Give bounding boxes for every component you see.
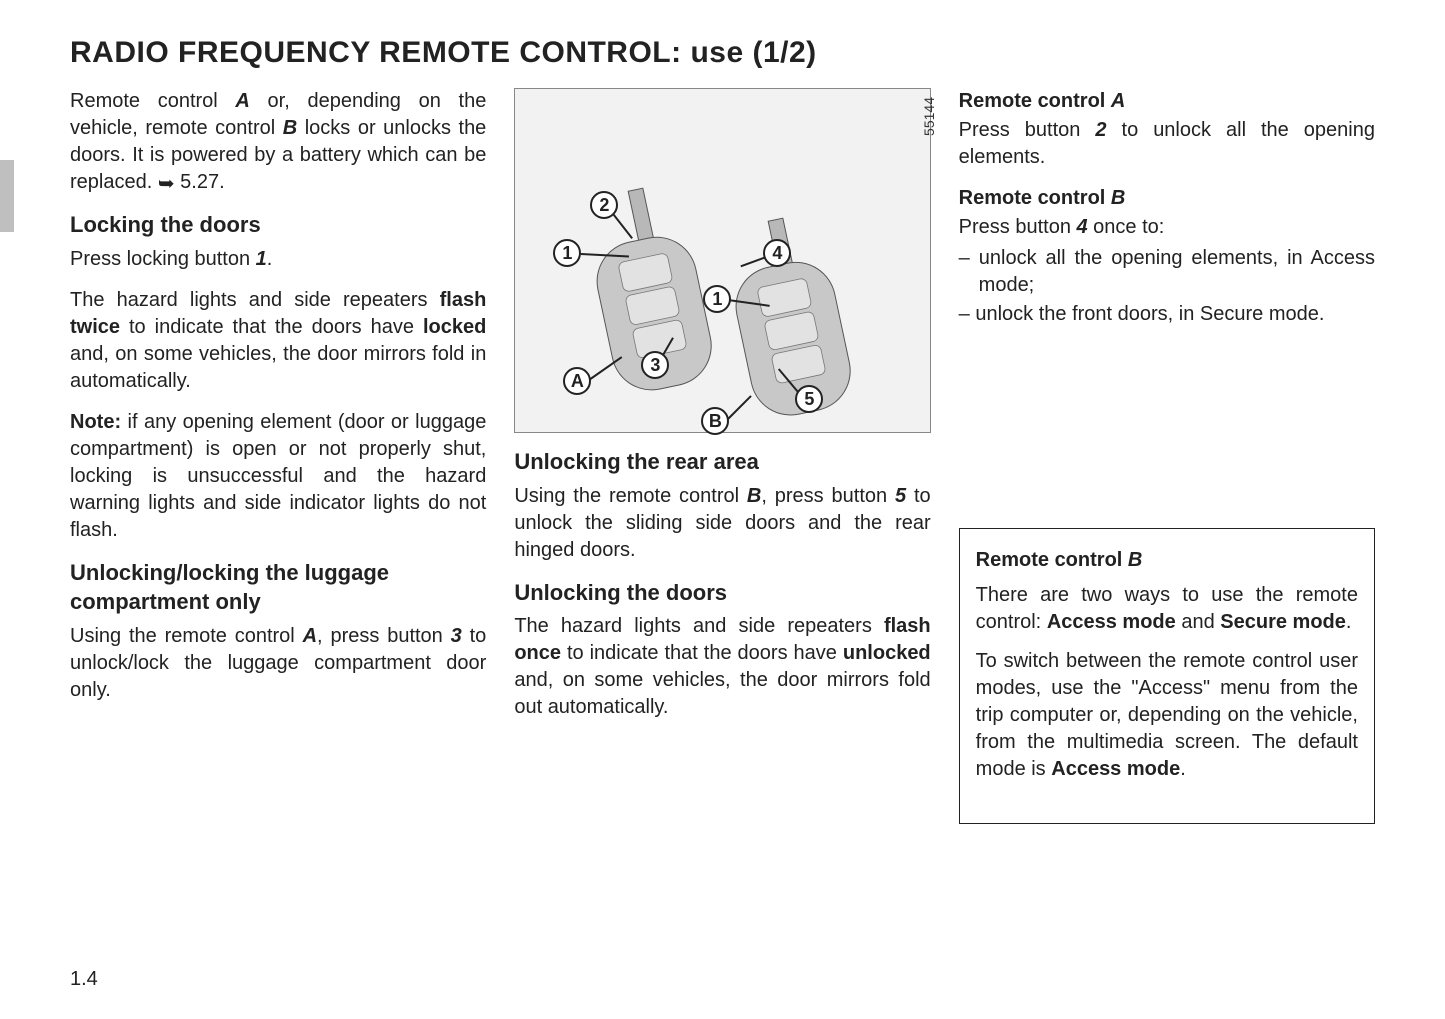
text: . (1180, 758, 1186, 780)
emphasis: Access mode (1051, 758, 1180, 780)
label-A: A (235, 90, 249, 112)
heading-locking: Locking the doors (70, 210, 486, 240)
list-item: unlock the front doors, in Secure mode. (959, 301, 1375, 328)
text: Press locking button (70, 248, 256, 270)
infobox-p2: To switch between the remote control use… (976, 648, 1358, 783)
section-tab (0, 160, 14, 232)
label-B: B (1111, 187, 1125, 209)
text: and, on some vehicles, the door mirrors … (514, 669, 930, 718)
text: The hazard lights and side repeaters (514, 615, 884, 637)
info-box: Remote control B There are two ways to u… (959, 528, 1375, 824)
remote-B-body: Press button 4 once to: (959, 214, 1375, 241)
locking-p2: The hazard lights and side repeaters fla… (70, 287, 486, 395)
remote-A-heading: Remote control A (959, 88, 1375, 115)
text: Remote control (70, 90, 235, 112)
page-number: 1.4 (70, 968, 98, 991)
button-ref-5: 5 (895, 485, 906, 507)
text: Press button (959, 119, 1096, 141)
label-A: A (1111, 90, 1125, 112)
list-item: unlock all the opening elements, in Acce… (959, 245, 1375, 299)
heading-rear: Unlocking the rear area (514, 447, 930, 477)
manual-page: RADIO FREQUENCY REMOTE CONTROL: use (1/2… (0, 0, 1445, 1019)
text: Using the remote control (514, 485, 747, 507)
luggage-p: Using the remote control A, press button… (70, 623, 486, 704)
infobox-heading: Remote control B (976, 547, 1358, 574)
column-right: Remote control A Press button 2 to unloc… (959, 88, 1375, 824)
infobox-p1: There are two ways to use the remote con… (976, 582, 1358, 636)
text: and (1176, 611, 1220, 633)
label-B: B (283, 117, 297, 139)
text: if any opening element (door or luggage … (70, 411, 486, 541)
text: The hazard lights and side repeaters (70, 289, 440, 311)
rear-p: Using the remote control B, press button… (514, 483, 930, 564)
text: Press button (959, 216, 1077, 238)
remote-key-B-icon (710, 214, 870, 434)
label-B: B (1128, 549, 1142, 571)
page-title: RADIO FREQUENCY REMOTE CONTROL: use (1/2… (70, 36, 1375, 70)
emphasis: locked (423, 316, 486, 338)
text: , press button (761, 485, 895, 507)
emphasis: Access mode (1047, 611, 1176, 633)
reference-arrow-icon: ➥ (158, 171, 175, 198)
button-ref-4: 4 (1077, 216, 1088, 238)
text: Remote control (959, 187, 1111, 209)
text: Remote control (976, 549, 1128, 571)
button-ref-2: 2 (1095, 119, 1106, 141)
label-B: B (747, 485, 761, 507)
text: and, on some vehicles, the door mirrors … (70, 343, 486, 392)
remote-A-body: Press button 2 to unlock all the opening… (959, 117, 1375, 171)
figure-number: 55144 (920, 97, 939, 136)
column-left: Remote control A or, depending on the ve… (70, 88, 486, 824)
label-A: A (303, 625, 317, 647)
content-columns: Remote control A or, depending on the ve… (70, 88, 1375, 824)
remote-control-figure: 55144 (514, 88, 930, 433)
remote-B-heading: Remote control B (959, 185, 1375, 212)
unlock-p: The hazard lights and side repeaters fla… (514, 613, 930, 721)
text: to indicate that the doors have (120, 316, 423, 338)
text: once to: (1088, 216, 1165, 238)
column-middle: 55144 (514, 88, 930, 824)
text: Remote control (959, 90, 1111, 112)
text: , press button (317, 625, 451, 647)
button-ref-1: 1 (256, 248, 267, 270)
text: . (1346, 611, 1352, 633)
intro-paragraph: Remote control A or, depending on the ve… (70, 88, 486, 196)
note-label: Note: (70, 411, 121, 433)
emphasis: Secure mode (1220, 611, 1346, 633)
heading-unlock: Unlocking the doors (514, 578, 930, 608)
reference-number: 5.27. (175, 171, 225, 193)
locking-note: Note: if any opening element (door or lu… (70, 409, 486, 544)
text: . (267, 248, 273, 270)
text: to indicate that the doors have (561, 642, 843, 664)
locking-p1: Press locking button 1. (70, 246, 486, 273)
text: Using the remote control (70, 625, 303, 647)
emphasis: unlocked (843, 642, 931, 664)
button-ref-3: 3 (451, 625, 462, 647)
remote-B-list: unlock all the opening elements, in Acce… (959, 245, 1375, 328)
heading-luggage: Unlocking/locking the luggage compartmen… (70, 558, 486, 617)
